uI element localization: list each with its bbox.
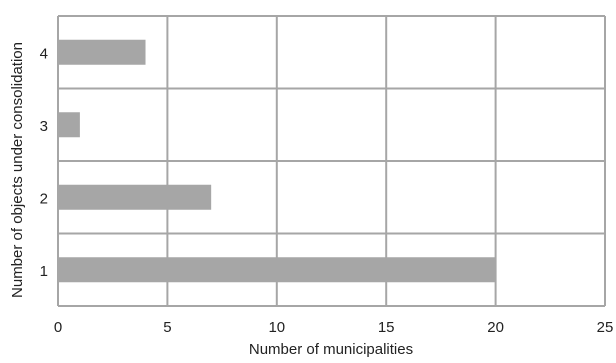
y-tick-label: 3 [40,118,48,135]
tick-labels: 0 5 10 15 20 25 1 2 3 4 [40,45,614,336]
y-tick-label: 2 [40,190,48,207]
x-tick-label: 15 [378,319,395,336]
x-tick-label: 10 [268,319,285,336]
x-tick-label: 5 [163,319,171,336]
bars [58,39,496,283]
x-axis-title: Number of municipalities [249,341,413,358]
bar [58,39,146,65]
x-tick-label: 20 [487,319,504,336]
bar [58,257,496,283]
bar [58,112,80,138]
x-tick-label: 0 [54,319,62,336]
y-tick-label: 1 [40,263,48,280]
grid [57,15,606,307]
y-axis-title: Number of objects under consolidation [9,42,26,298]
x-tick-label: 25 [597,319,614,336]
bar [58,184,212,210]
y-tick-label: 4 [40,45,48,62]
